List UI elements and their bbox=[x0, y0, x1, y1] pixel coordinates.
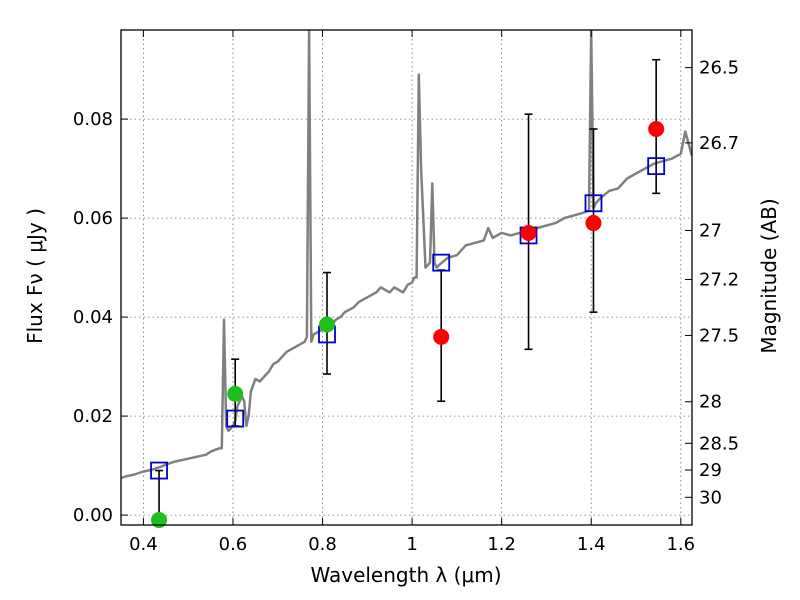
right-tick-label: 26.7 bbox=[699, 133, 739, 154]
right-tick-label: 28 bbox=[699, 392, 722, 413]
right-tick-label: 30 bbox=[699, 487, 722, 508]
synthetic-photometry-square bbox=[226, 409, 245, 428]
tick-layer: 0.4 0.6 0.8 1 1.2 1.4 1.6 0.00 0.02 0.04 0.06 0.08 2… bbox=[73, 30, 739, 555]
right-tick-label: 26.5 bbox=[699, 58, 739, 79]
x-tick-label: 0.4 bbox=[129, 534, 158, 555]
right-tick-label: 27.2 bbox=[699, 269, 739, 290]
x-tick-label: 1 bbox=[406, 534, 417, 555]
grid-layer bbox=[121, 30, 692, 525]
synthetic-photometry-square bbox=[432, 253, 451, 272]
x-tick-label: 1.4 bbox=[577, 534, 606, 555]
observed-point-red bbox=[433, 328, 450, 345]
y-tick-label: 0.06 bbox=[73, 208, 113, 229]
y-axis-label: Flux Fν ( μJy ) bbox=[23, 208, 47, 344]
observed-point-green bbox=[227, 385, 244, 402]
right-tick-label: 27 bbox=[699, 220, 722, 241]
model-spectrum-line bbox=[121, 30, 692, 480]
x-axis-label: Wavelength λ (μm) bbox=[310, 563, 501, 587]
observed-point-red bbox=[520, 224, 537, 241]
y-tick-label: 0.08 bbox=[73, 109, 113, 130]
synthetic-photometry-square bbox=[150, 461, 168, 480]
plot-frame bbox=[120, 29, 693, 526]
y-axis-label-right: Magnitude (AB) bbox=[757, 198, 781, 353]
observed-point-green bbox=[151, 512, 168, 529]
synthetic-photometry-square bbox=[647, 157, 666, 176]
marker-layer bbox=[150, 58, 666, 529]
right-tick-label: 27.5 bbox=[699, 325, 739, 346]
x-tick-label: 0.6 bbox=[219, 534, 248, 555]
model-layer bbox=[121, 30, 692, 480]
y-tick-label: 0.00 bbox=[73, 505, 113, 526]
right-tick-label: 28.5 bbox=[699, 433, 739, 454]
observed-point-red bbox=[585, 215, 602, 232]
x-tick-label: 0.8 bbox=[308, 534, 337, 555]
observed-point-red bbox=[648, 121, 665, 137]
y-tick-label: 0.02 bbox=[73, 406, 113, 427]
right-tick-label: 29 bbox=[699, 460, 722, 481]
y-tick-label: 0.04 bbox=[73, 307, 113, 328]
x-tick-label: 1.2 bbox=[487, 534, 516, 555]
x-tick-label: 1.6 bbox=[666, 534, 695, 555]
synthetic-photometry-square bbox=[584, 194, 603, 213]
observed-point-green bbox=[319, 316, 336, 333]
